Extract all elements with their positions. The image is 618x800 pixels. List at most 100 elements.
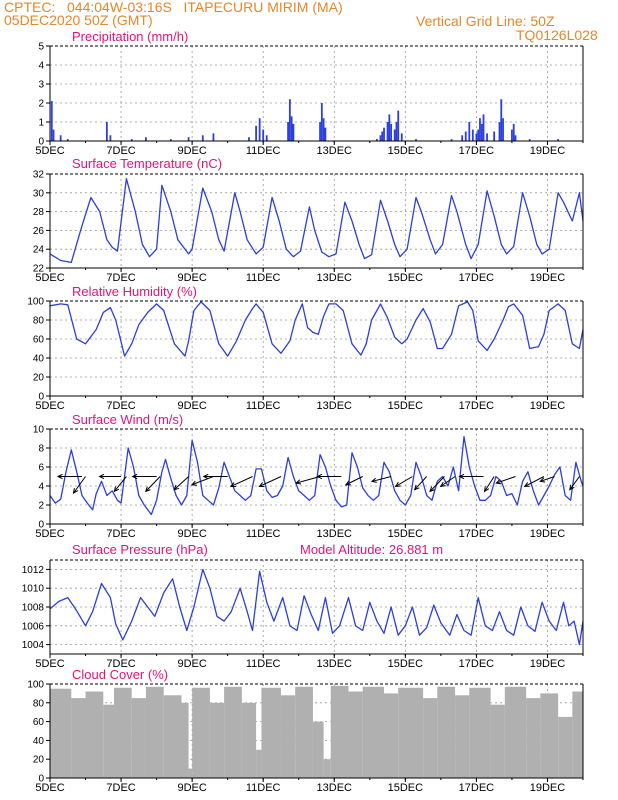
wind-arrow — [173, 476, 189, 491]
series-line — [49, 301, 584, 357]
y-tick-label: 4 — [38, 482, 44, 493]
precip-bar — [557, 139, 560, 141]
x-tick-label: 9DEC — [177, 782, 206, 794]
series-line — [49, 568, 584, 646]
cloud-bar — [256, 749, 262, 778]
precip-bar — [59, 135, 62, 141]
cloud-bar — [540, 693, 559, 778]
wind-arrow-head — [98, 473, 105, 480]
precip-bar — [324, 127, 327, 141]
wind-arrow — [414, 476, 428, 491]
precip-bar — [212, 133, 215, 141]
precip-bar — [383, 127, 385, 141]
wind-arrow — [73, 476, 86, 494]
cloud-bar — [526, 698, 541, 778]
x-tick-label: 5DEC — [35, 658, 64, 670]
wind-arrow-head — [458, 473, 465, 480]
precip-bar — [498, 122, 501, 141]
precip-bar — [400, 133, 403, 141]
model-code: TQ0126L028 — [516, 27, 598, 43]
cloud-bar — [455, 695, 470, 778]
y-tick-label: 0 — [38, 774, 44, 785]
y-tick-label: 5 — [38, 42, 44, 53]
precip-bar — [248, 137, 250, 141]
cloud-bar — [224, 686, 242, 778]
y-tick-label: 60 — [33, 717, 45, 728]
wind-arrow-head — [413, 484, 420, 491]
y-tick-label: 22 — [33, 264, 45, 275]
precip-bar — [255, 125, 257, 141]
wind-arrow — [345, 476, 363, 486]
cloud-bar — [348, 691, 363, 778]
x-tick-label: 19DEC — [530, 400, 566, 412]
cloud-bar — [261, 687, 281, 778]
station-header: CPTEC: 044:04W-03:16S ITAPECURU MIRIM (M… — [4, 0, 343, 15]
precip-bar — [319, 122, 321, 141]
y-tick-label: 0 — [38, 137, 44, 148]
x-tick-label: 9DEC — [177, 145, 206, 157]
precip-bar — [477, 129, 480, 141]
x-tick-label: 17DEC — [459, 782, 495, 794]
wind-arrow-head — [483, 486, 490, 493]
x-tick-label: 11DEC — [246, 400, 281, 412]
panel-title: Precipitation (mm/h) — [72, 29, 188, 44]
cloud-bar — [280, 695, 296, 778]
y-tick-label: 28 — [33, 207, 45, 218]
precip-bar — [493, 131, 496, 141]
precip-bar — [287, 122, 289, 141]
wind-arrow — [540, 476, 555, 482]
x-tick-label: 5DEC — [35, 145, 64, 157]
wind-arrow-head — [56, 473, 63, 480]
y-tick-label: 0 — [38, 520, 44, 531]
x-tick-label: 17DEC — [459, 528, 495, 540]
y-tick-label: 0 — [38, 392, 44, 403]
wind-arrow — [230, 476, 253, 487]
cloud-bar — [103, 704, 114, 778]
y-tick-label: 30 — [33, 188, 45, 199]
y-tick-label: 1008 — [22, 603, 45, 614]
precip-bar — [379, 135, 382, 141]
precip-bar — [169, 139, 172, 141]
cloud-bar — [312, 721, 324, 778]
y-tick-label: 2 — [38, 99, 44, 110]
cloud-bar — [192, 687, 210, 778]
precip-bar — [500, 99, 503, 141]
wind-arrow — [371, 476, 392, 482]
precip-bar — [52, 129, 55, 141]
precip-bar — [322, 118, 325, 141]
wind-arrow — [569, 476, 580, 490]
precip-bar — [468, 122, 471, 141]
wind-arrow — [295, 476, 321, 484]
y-tick-label: 4 — [38, 61, 44, 72]
x-tick-label: 9DEC — [177, 272, 206, 284]
wind-arrow-head — [72, 488, 79, 494]
y-tick-label: 24 — [33, 245, 45, 256]
y-tick-label: 32 — [33, 170, 45, 181]
cloud-bar — [85, 691, 104, 778]
wind-arrow-head — [429, 486, 435, 493]
wind-arrow-head — [344, 480, 351, 486]
precip-bar — [479, 118, 481, 141]
precip-bar — [288, 99, 291, 141]
precip-bar — [480, 123, 483, 141]
x-tick-label: 7DEC — [106, 782, 135, 794]
precip-bar — [415, 139, 417, 141]
precip-bar — [290, 116, 293, 141]
panel-title: Cloud Cover (%) — [72, 667, 168, 682]
wind-arrow-head — [202, 473, 209, 480]
precip-bar — [514, 135, 517, 141]
precip-bar — [145, 137, 147, 141]
x-tick-label: 19DEC — [530, 528, 566, 540]
y-tick-label: 80 — [33, 316, 45, 327]
precip-bar — [109, 135, 112, 141]
precip-bar — [258, 118, 261, 141]
x-tick-label: 13DEC — [317, 145, 353, 157]
x-tick-label: 15DEC — [388, 272, 424, 284]
cloud-bar — [572, 691, 583, 778]
cloud-bar — [558, 716, 573, 778]
x-tick-label: 19DEC — [530, 782, 566, 794]
x-tick-label: 17DEC — [459, 272, 495, 284]
cloud-bar — [437, 686, 456, 778]
precip-bar — [376, 139, 378, 141]
series-line — [49, 435, 584, 516]
